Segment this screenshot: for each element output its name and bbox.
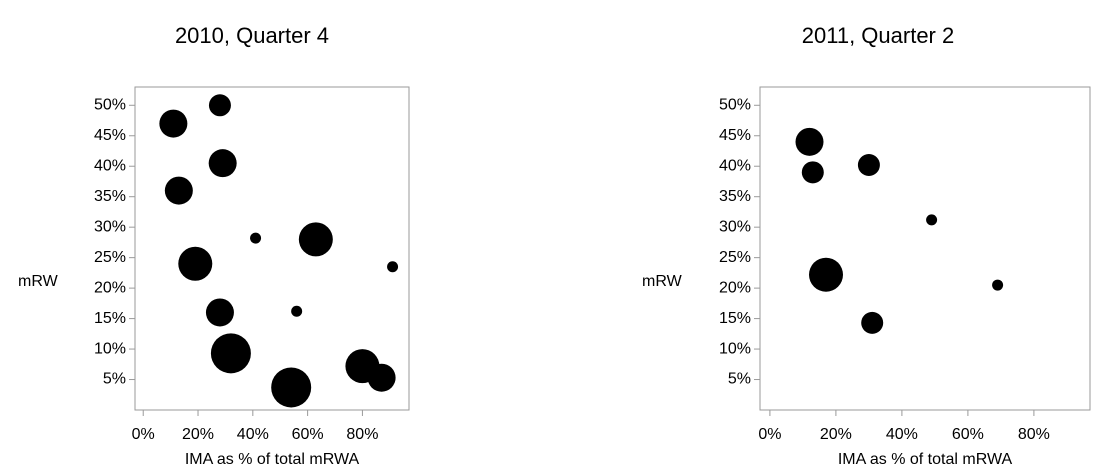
data-point (809, 257, 843, 292)
data-point (367, 363, 396, 392)
x-tick-label: 60% (952, 426, 984, 443)
x-axis-label: IMA as % of total mRWA (185, 451, 360, 468)
data-point (298, 222, 333, 257)
data-point (926, 214, 938, 226)
y-tick-label: 30% (719, 218, 751, 235)
x-tick-label: 80% (346, 426, 378, 443)
y-tick-label: 40% (719, 157, 751, 174)
plot-frame (759, 86, 1091, 411)
x-tick-label: 20% (182, 426, 214, 443)
y-tick-label: 15% (94, 310, 126, 327)
x-tick-label: 0% (132, 426, 155, 443)
y-tick-label: 50% (94, 97, 126, 114)
data-point (861, 311, 884, 334)
data-point (164, 176, 193, 205)
y-tick-label: 25% (719, 249, 751, 266)
y-tick-label: 50% (719, 97, 751, 114)
y-tick-label: 15% (719, 310, 751, 327)
data-point (271, 367, 312, 408)
y-tick-label: 10% (94, 340, 126, 357)
data-point (159, 109, 188, 138)
plot-frame (134, 86, 410, 411)
data-point (208, 149, 237, 178)
data-point (291, 305, 303, 317)
data-point (208, 94, 231, 117)
data-point (795, 127, 824, 156)
data-point (801, 161, 824, 184)
y-tick-label: 5% (103, 371, 126, 388)
data-point (387, 261, 399, 273)
x-tick-label: 80% (1018, 426, 1050, 443)
x-tick-label: 20% (820, 426, 852, 443)
data-point (205, 298, 234, 327)
y-tick-label: 5% (728, 371, 751, 388)
y-tick-label: 40% (94, 157, 126, 174)
x-tick-label: 40% (886, 426, 918, 443)
data-point (250, 232, 262, 244)
x-axis-label: IMA as % of total mRWA (838, 451, 1013, 468)
data-point (992, 279, 1004, 291)
x-tick-label: 40% (237, 426, 269, 443)
chart-panel-1: 2010, Quarter 4 5% 10% 15% 20% 25% 30% 35% 40% 45… (18, 23, 410, 468)
chart-title: 2010, Quarter 4 (175, 23, 329, 48)
y-tick-label: 45% (94, 127, 126, 144)
chart-panel-2: 2011, Quarter 2 5% 10% 15% 20% 25% 30% 35% 40% 45… (642, 23, 1091, 468)
data-point (210, 333, 251, 374)
data-point (857, 154, 880, 177)
x-tick-label: 0% (758, 426, 781, 443)
data-point (178, 246, 213, 281)
y-axis-label: mRW (642, 273, 683, 290)
y-tick-label: 20% (719, 279, 751, 296)
y-tick-label: 10% (719, 340, 751, 357)
y-tick-label: 20% (94, 279, 126, 296)
x-tick-label: 60% (292, 426, 324, 443)
y-tick-label: 45% (719, 127, 751, 144)
y-tick-label: 35% (94, 188, 126, 205)
y-tick-label: 30% (94, 218, 126, 235)
y-tick-label: 35% (719, 188, 751, 205)
y-tick-label: 25% (94, 249, 126, 266)
y-axis-label: mRW (18, 273, 59, 290)
chart-title: 2011, Quarter 2 (802, 23, 954, 48)
